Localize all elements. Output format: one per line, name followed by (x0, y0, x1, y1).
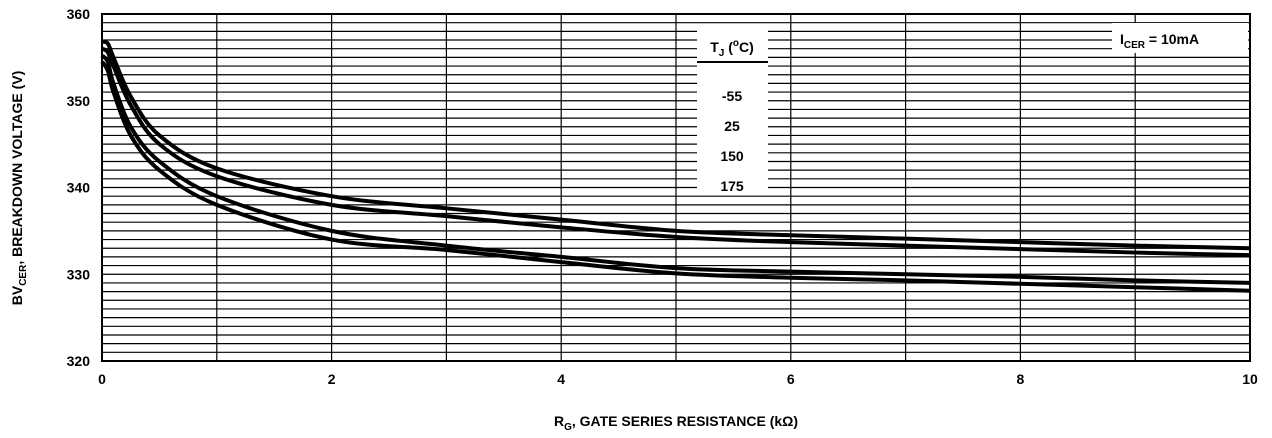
y-tick-label: 320 (67, 353, 91, 369)
legend-entry-4: 175 (720, 178, 744, 194)
series-line-2 (100, 46, 1251, 258)
legend-entry-1: -55 (722, 88, 742, 104)
x-axis-label: RG, GATE SERIES RESISTANCE (kΩ) (554, 413, 798, 433)
y-tick-label: 340 (67, 180, 91, 196)
condition-annotation: ICER = 10mA (1120, 31, 1199, 51)
legend-title: TJ (oC) (710, 38, 754, 59)
x-tick-label: 6 (787, 371, 795, 387)
annotation-background (1112, 23, 1248, 53)
series-curves (100, 39, 1251, 293)
legend-entry-3: 150 (720, 148, 744, 164)
series-line-1 (101, 39, 1251, 251)
legend-entry-2: 25 (724, 118, 740, 134)
y-tick-label: 360 (67, 6, 91, 22)
y-tick-label: 330 (67, 266, 91, 282)
grid-lines (101, 13, 1251, 362)
x-tick-label: 4 (557, 371, 565, 387)
y-tick-label: 350 (67, 93, 91, 109)
x-tick-label: 0 (98, 371, 106, 387)
y-axis-label: BVCER, BREAKDOWN VOLTAGE (V) (9, 71, 29, 306)
x-tick-label: 10 (1242, 371, 1258, 387)
x-tick-label: 8 (1017, 371, 1025, 387)
plot-frame (101, 13, 1251, 362)
tick-labels: 0 2 4 6 8 10 320 330 340 350 360 (67, 6, 1258, 387)
legend: TJ (oC) -55 25 150 175 (697, 38, 768, 194)
x-tick-label: 2 (328, 371, 336, 387)
legend-background (697, 28, 768, 190)
series-line-4 (100, 60, 1251, 293)
series-line-3 (100, 54, 1251, 285)
